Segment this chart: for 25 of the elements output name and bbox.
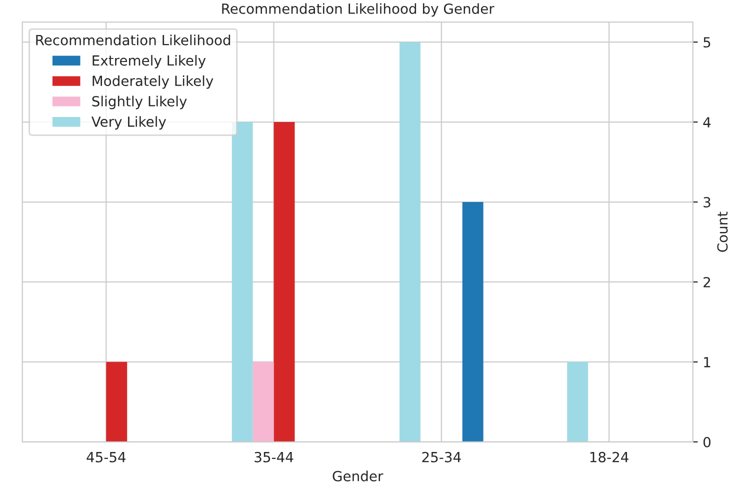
legend-label: Very Likely bbox=[91, 116, 166, 130]
y-tick-label: 0 bbox=[703, 436, 710, 448]
bar bbox=[106, 362, 128, 442]
bar bbox=[400, 42, 420, 442]
legend-label: Extremely Likely bbox=[92, 54, 206, 68]
bar bbox=[462, 202, 484, 442]
x-axis-title: Gender bbox=[332, 470, 384, 482]
y-axis-title: Count bbox=[717, 212, 728, 252]
x-tick-label: 18-24 bbox=[590, 452, 628, 462]
legend-label: Moderately Likely bbox=[92, 75, 214, 89]
y-tick-label: 4 bbox=[703, 117, 711, 128]
y-tick-label: 2 bbox=[704, 276, 710, 288]
y-tick-label: 1 bbox=[704, 357, 710, 368]
legend-label: Slightly Likely bbox=[92, 96, 187, 110]
x-tick-label: 35-44 bbox=[254, 452, 294, 462]
bar bbox=[252, 362, 274, 442]
x-tick-label: 45-54 bbox=[86, 452, 126, 462]
bar bbox=[232, 122, 253, 442]
legend-title: Recommendation Likelihood bbox=[36, 34, 230, 46]
chart-title: Recommendation Likelihood by Gender bbox=[222, 3, 494, 17]
bar bbox=[567, 362, 588, 442]
y-tick-label: 5 bbox=[704, 37, 710, 48]
x-tick-label: 25-34 bbox=[422, 452, 461, 462]
bar bbox=[274, 122, 295, 442]
y-tick-label: 3 bbox=[704, 196, 710, 208]
